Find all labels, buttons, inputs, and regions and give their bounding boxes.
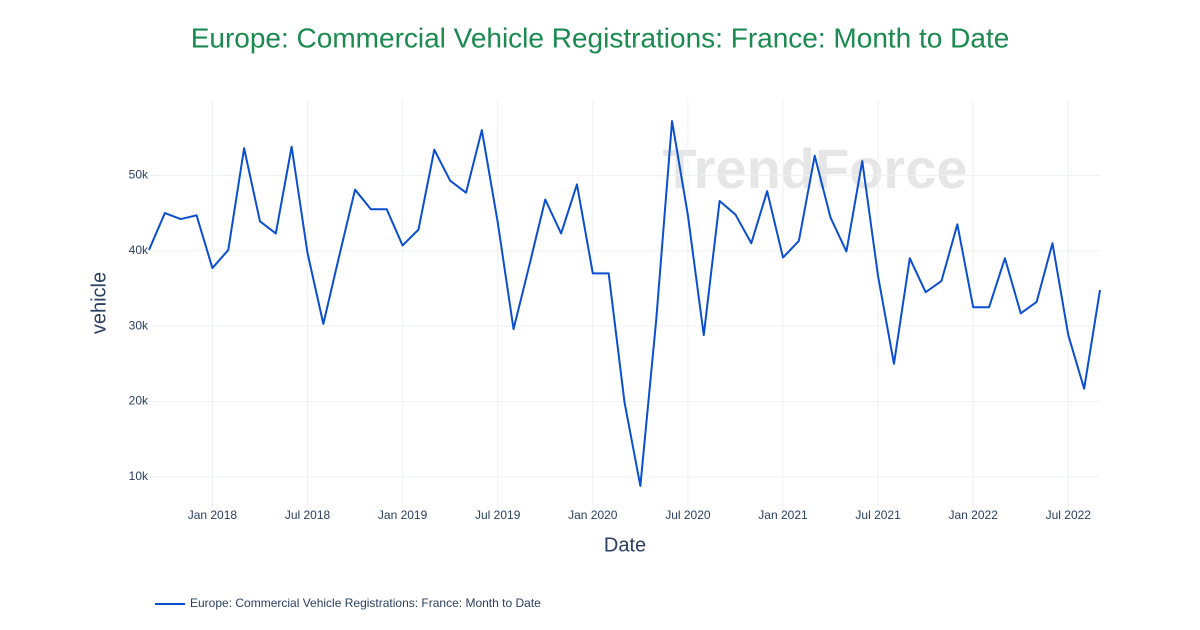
y-tick-label: 50k bbox=[129, 168, 149, 182]
x-tick-label: Jul 2022 bbox=[1046, 508, 1092, 522]
x-tick-label: Jan 2022 bbox=[949, 508, 999, 522]
x-tick-label: Jan 2021 bbox=[758, 508, 808, 522]
x-tick-label: Jan 2020 bbox=[568, 508, 618, 522]
x-tick-label: Jul 2018 bbox=[285, 508, 331, 522]
x-tick-label: Jul 2021 bbox=[855, 508, 901, 522]
data-line bbox=[148, 120, 1101, 487]
y-tick-label: 20k bbox=[129, 394, 149, 408]
watermark: TrendForce bbox=[663, 137, 968, 200]
x-axis-title: Date bbox=[604, 534, 646, 556]
y-axis-title: vehicle bbox=[88, 272, 110, 334]
x-tick-label: Jan 2019 bbox=[378, 508, 428, 522]
x-tick-label: Jul 2020 bbox=[665, 508, 711, 522]
legend-label: Europe: Commercial Vehicle Registrations… bbox=[190, 596, 541, 610]
y-tick-label: 40k bbox=[129, 243, 149, 257]
x-tick-label: Jan 2018 bbox=[188, 508, 238, 522]
y-tick-label: 10k bbox=[129, 469, 149, 483]
chart-title: Europe: Commercial Vehicle Registrations… bbox=[191, 22, 1010, 53]
y-tick-label: 30k bbox=[129, 318, 149, 332]
x-tick-label: Jul 2019 bbox=[475, 508, 521, 522]
